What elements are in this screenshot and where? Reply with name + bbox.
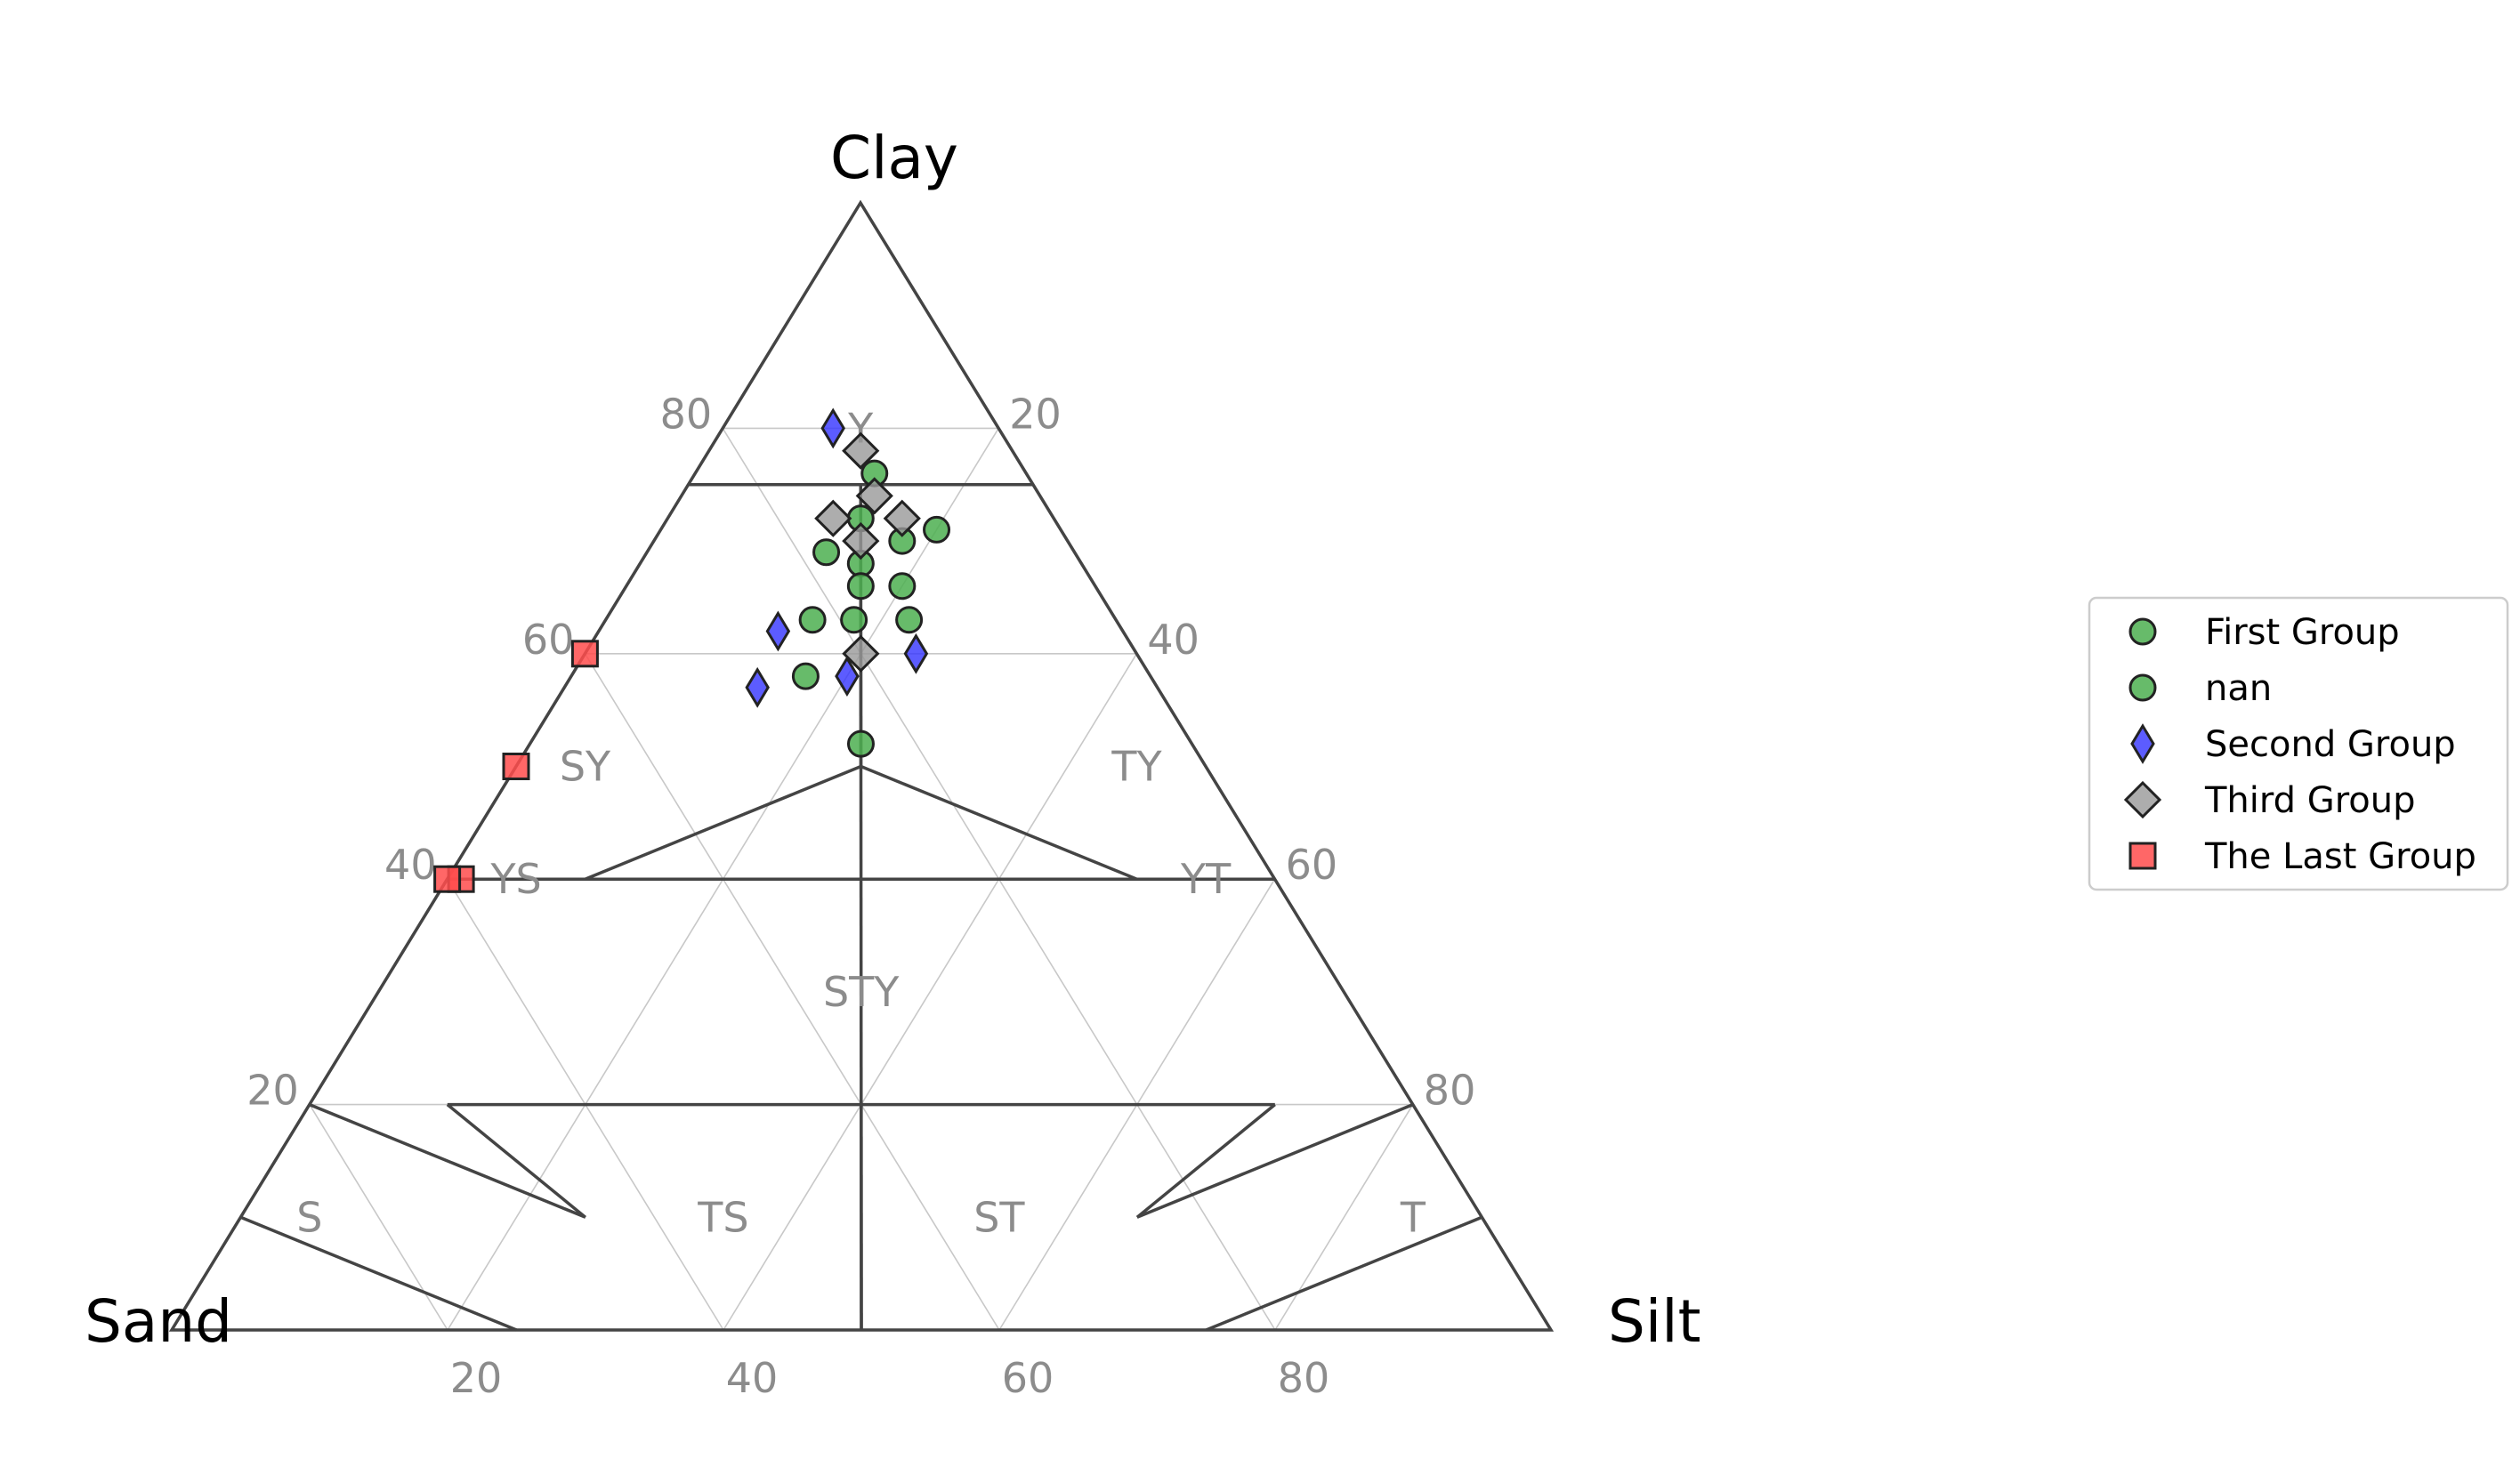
boundary-line-15: [1135, 1103, 1276, 1219]
legend-marker-3: [2130, 723, 2155, 764]
point-series1-3: [812, 538, 841, 567]
region-label-sty: STY: [823, 968, 900, 1016]
point-series5-2: [502, 753, 530, 780]
point-series3-4: [835, 656, 860, 697]
point-series5-1: [570, 640, 599, 668]
boundary-line-16: [1205, 1215, 1483, 1332]
tick-labels: 20 40 60 80 80 60 40 20 20 40 60 80: [246, 390, 1475, 1402]
tick-label-bottom-40: 40: [726, 1354, 779, 1402]
legend-label-5: The Last Group: [2204, 836, 2476, 877]
boundary-line-13: [239, 1215, 518, 1332]
point-series4-4: [883, 499, 921, 537]
tick-label-right-20: 20: [1009, 390, 1062, 438]
region-label-ys: YS: [489, 855, 541, 903]
boundary-line-7: [860, 764, 1138, 881]
point-series3-1: [820, 407, 845, 449]
boundary-line-5: [584, 764, 862, 881]
point-series1-8: [798, 606, 827, 634]
point-series1-5: [923, 515, 951, 544]
legend-label-2: nan: [2205, 668, 2272, 709]
point-series4-2: [855, 477, 893, 515]
region-label-yt: YT: [1180, 855, 1232, 903]
vertex-title-left: Sand: [85, 1287, 232, 1356]
legend-marker-2: [2128, 673, 2157, 702]
tick-label-left-40: 40: [384, 841, 437, 889]
legend-box: [2088, 596, 2509, 891]
region-label-ty: TY: [1111, 743, 1162, 791]
vertex-title-right: Silt: [1608, 1287, 1700, 1356]
point-series1-11: [846, 729, 875, 758]
legend: First Group nan Second Group Third Group The…: [2088, 596, 2509, 891]
point-series4-3: [814, 499, 852, 537]
tick-label-left-80: 80: [660, 390, 713, 438]
grid-line-sand-80: [309, 1104, 448, 1331]
legend-marker-4: [2123, 780, 2162, 819]
point-series2-2: [840, 606, 868, 634]
vertex-titles: Clay Sand Silt: [85, 124, 1700, 1356]
point-series3-2: [765, 610, 791, 652]
boundary-line-11: [309, 1102, 586, 1219]
point-series3-3: [745, 666, 770, 708]
region-label-s: S: [296, 1193, 322, 1241]
point-series5-4: [433, 865, 462, 893]
point-series1-10: [791, 662, 820, 690]
boundary-line-14: [1136, 1102, 1414, 1219]
grid-line-sand-40: [584, 653, 1000, 1331]
point-series2-1: [846, 572, 875, 600]
region-label-t: T: [1400, 1193, 1426, 1241]
region-label-sy: SY: [560, 743, 611, 791]
boundary-line-12: [446, 1103, 587, 1219]
legend-marker-1: [2128, 617, 2157, 646]
legend-label-4: Third Group: [2204, 780, 2416, 821]
tick-label-bottom-80: 80: [1278, 1354, 1330, 1402]
legend-label-3: Second Group: [2205, 724, 2456, 765]
data-points: [433, 407, 951, 893]
tick-label-left-20: 20: [246, 1067, 299, 1115]
tick-label-left-60: 60: [522, 616, 575, 664]
region-label-ts: TS: [697, 1193, 748, 1241]
legend-label-1: First Group: [2205, 612, 2400, 653]
point-series4-6: [842, 634, 880, 673]
point-series1-7: [888, 572, 917, 600]
grid-line-silt-40: [723, 653, 1138, 1331]
tick-label-right-60: 60: [1286, 841, 1338, 889]
point-series4-1: [842, 431, 880, 470]
region-label-st: ST: [973, 1193, 1025, 1241]
tick-label-bottom-60: 60: [1002, 1354, 1054, 1402]
tick-label-right-80: 80: [1424, 1067, 1476, 1115]
point-series3-5: [903, 633, 929, 674]
tick-label-bottom-20: 20: [450, 1354, 503, 1402]
point-series1-9: [895, 606, 924, 634]
vertex-title-top: Clay: [830, 124, 958, 192]
legend-marker-5: [2128, 842, 2157, 870]
point-series4-5: [842, 521, 880, 560]
tick-label-right-40: 40: [1147, 616, 1199, 664]
grid-line-silt-80: [1274, 1104, 1414, 1331]
